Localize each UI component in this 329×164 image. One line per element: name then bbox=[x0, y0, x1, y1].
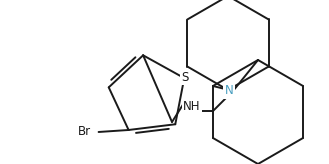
Text: NH: NH bbox=[183, 101, 201, 113]
Text: N: N bbox=[225, 84, 233, 98]
Text: Br: Br bbox=[78, 125, 91, 138]
Text: S: S bbox=[182, 71, 189, 84]
